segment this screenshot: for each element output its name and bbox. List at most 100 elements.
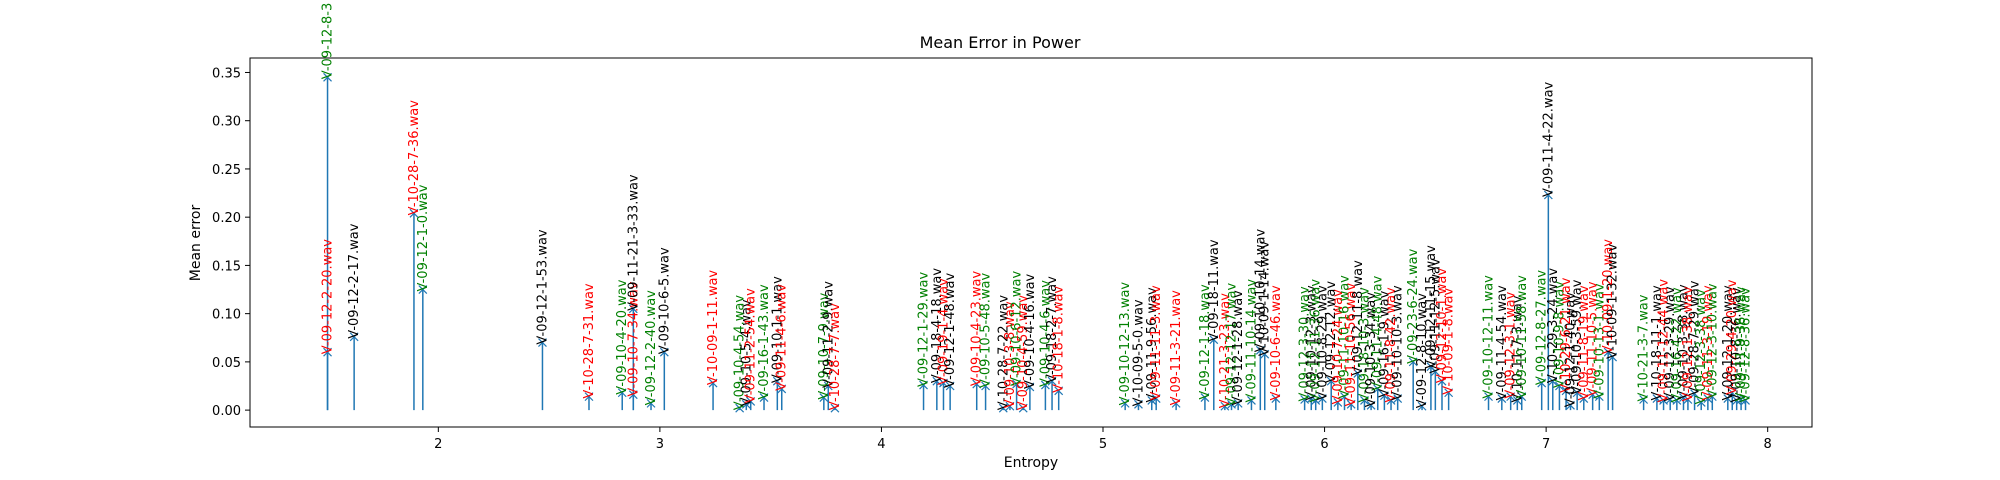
point-label: V-09-10-8-36.wav [1730,287,1745,403]
point-label: V-09-23-6-24.wav [1406,248,1421,364]
point-label: V-10-09-1-32.wav [1606,244,1621,360]
y-tick-label: 0.35 [212,66,241,81]
stem-marker [1652,394,1662,403]
stem-marker [1054,386,1064,396]
point-label: V-09-12-8-10.wav [1415,293,1430,409]
stem-marker [1594,392,1604,402]
plot-frame [249,57,1813,428]
stem-marker [1430,367,1440,376]
point-label: V-09-16-1-9.wav [1377,290,1392,397]
stem-marker [1579,394,1589,403]
point-label: V-09-12-8-3 [321,3,336,80]
point-label: V-09-10-8-29.wav [1315,285,1330,401]
point-label: V-09-10-11-58.wav [1515,275,1530,399]
stem-marker [759,393,769,403]
point-label: V-09-10-6-46.wav [1269,285,1284,401]
point-label: V-09-10-4-23.wav [970,271,985,387]
point-label: V-09-12-1-28.wav [1231,290,1246,406]
stem-marker [1548,376,1558,386]
point-label: V-10-29-3-24.wav [1546,268,1561,384]
point-label: V-09-11-2-54.wav [744,288,759,404]
stem-marker [1723,394,1733,403]
point-label: V-09-12-3-38.wav [1694,289,1709,405]
stem-marker [1134,399,1143,409]
point-label: V-09-10-13-1.wav [1592,283,1607,399]
point-label: V-09-10-4-16.wav [1023,273,1038,389]
stem-marker [1386,396,1396,405]
stem-marker [1271,394,1281,403]
point-label: V-09-10-3-38.wav [1676,284,1691,400]
point-label: V-09-28-7-29.wav [1688,280,1703,396]
stem-marker [1353,369,1363,378]
point-label: V-09-11-4-22.wav [1541,81,1556,197]
stem-marker [1608,352,1618,362]
y-axis-label: Mean error [188,205,204,282]
stem-marker [1025,382,1035,392]
point-label: V-09-12-1-29.wav [917,272,932,388]
point-label: V-09-11-12-5.wav [1428,258,1443,374]
stem-marker [1561,386,1571,396]
stem-marker [1566,400,1575,410]
stem-marker [1437,376,1447,386]
stem-marker [1040,380,1050,390]
point-label: V-09-11-10-14.wav [1244,279,1259,403]
stem-marker [1260,349,1270,359]
point-label: V-09-12-1-0.wav [416,184,431,291]
point-label: V-09-12-11-36.wav [1309,279,1324,403]
point-label: V-09-10-1-1.wav [770,276,785,383]
stem-marker [819,393,829,403]
stem-marker [1707,392,1717,402]
stem-marker [1366,400,1376,410]
point-label: V-09-12-1-53.wav [535,229,550,345]
point-label: V-10-09-1-8.wav [1442,288,1457,395]
point-label: V-09-12-11-8.wav [1351,260,1366,376]
point-label: V-10-21-3-23.wav [1218,293,1233,409]
stem-marker [1326,376,1336,386]
point-label: V-09-12-3-30.wav [1298,286,1313,402]
point-label: V-09-10-7-9.wav [817,292,832,399]
stem-marker [1517,392,1527,402]
stem-marker [628,304,638,314]
point-label: V-09-12-2-40.wav [644,290,659,406]
stem-marker [777,384,787,394]
point-label: V-09-10-12-13.wav [1118,282,1133,406]
stem-marker [1200,393,1210,403]
point-label: V-09-10-5-4.wav [739,299,754,406]
point-label: V-09-12-3-1.wav [1504,291,1519,398]
point-label: V-10-09-1-14.wav [1258,241,1273,357]
point-label: V-09-12-2-20.wav [321,239,336,355]
point-label: V-09-18-4-18.wav [930,268,945,384]
point-label: V-09-11-21-3-33.wav [626,174,641,311]
stem-marker [830,403,840,413]
stem-marker [1554,381,1564,391]
stem-marker [323,72,332,82]
stem-marker [1741,396,1750,405]
point-label: V-09-10-5-48.wav [979,272,994,388]
y-tick-label: 0.05 [212,356,241,371]
point-label: V-09-11-9-56.wav [1145,287,1160,403]
point-label: V-09-11-3-19.wav [1701,285,1716,401]
point-label: V-09-12-12.wav [1324,281,1339,384]
point-label: V-09-12-10-1.wav [1435,268,1450,384]
point-label: V-09-10-10-3.wav [1391,285,1406,401]
stem-marker [646,398,656,408]
point-label: V-09-10-7-24.wav [1331,289,1346,405]
point-label: V-09-16-1-43.wav [757,284,772,400]
stem-marker [823,381,833,391]
stem-marker [708,378,718,388]
stem-marker [538,338,547,348]
point-label: V-09-16-4-22.wav [1670,287,1685,403]
point-label: V-09-10-3-8.wav [1003,301,1018,408]
stem-marker [349,332,359,342]
point-label: V-09-10-3-59.wav [1570,279,1585,395]
point-label: V-09-18-10-3.wav [1357,287,1372,403]
stem-marker [1317,394,1327,403]
point-label: V-09-10-6-12.wav [1010,271,1025,387]
point-label: V-09-10-4-20.wav [615,279,630,395]
stem-marker [939,378,948,388]
point-label: V-09-11-8-19.wav [1577,285,1592,401]
stem-marker [1209,335,1219,345]
stem-marker [1679,393,1688,403]
stem-marker [1572,388,1582,398]
stem-marker [981,381,991,391]
